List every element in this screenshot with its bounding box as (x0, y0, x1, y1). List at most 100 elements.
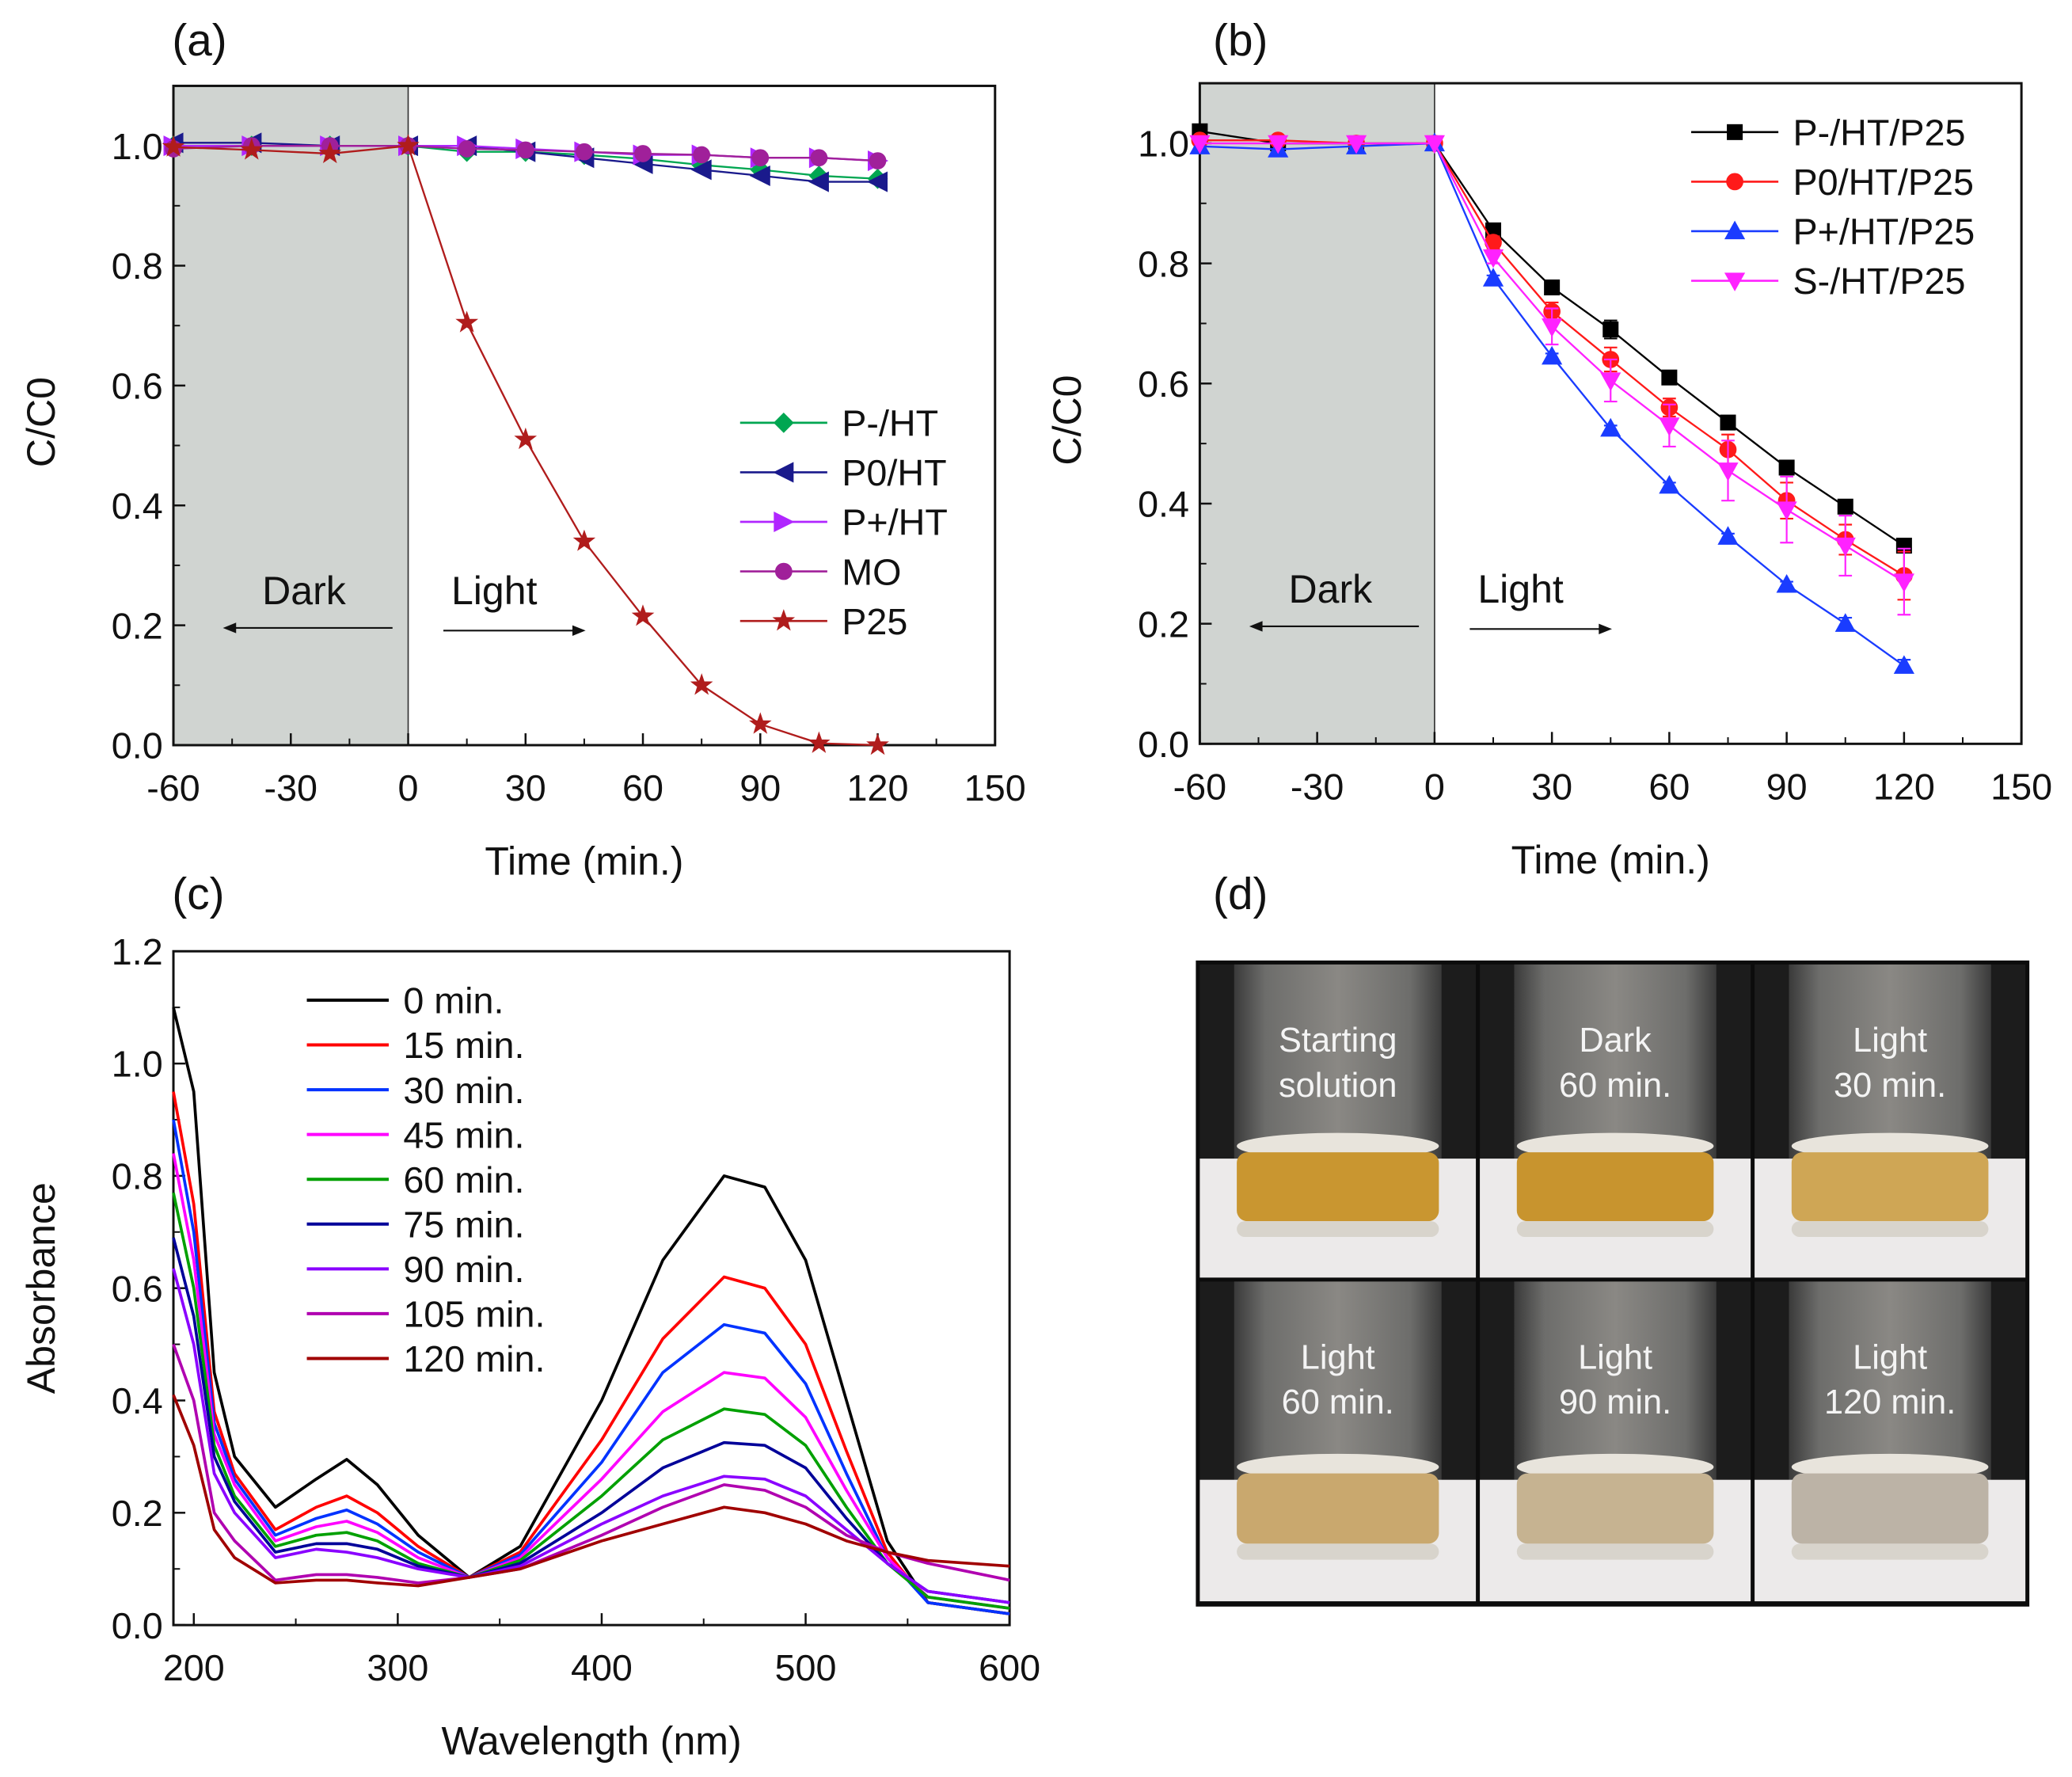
legend-label: P25 (842, 601, 907, 642)
legend-marker (773, 413, 794, 433)
data-point (318, 141, 341, 164)
data-point (1778, 459, 1795, 476)
legend-item: P+/HT/P25 (1691, 211, 1975, 253)
series-P25 (162, 134, 889, 755)
data-point (514, 427, 538, 450)
y-tick-label: 1.2 (112, 931, 163, 972)
data-point (693, 146, 711, 164)
y-tick-label: 0.2 (1138, 603, 1189, 645)
legend-label: 90 min. (403, 1249, 524, 1290)
legend-label: P-/HT (842, 403, 938, 444)
data-point (1424, 135, 1445, 154)
panel-d: (d) Starting solution Dark 60 min. Light 30 m… (1196, 869, 2030, 1607)
legend-label: 75 min. (403, 1204, 524, 1245)
legend-label: P+/HT (842, 502, 948, 543)
data-point (1482, 249, 1504, 268)
panel-a: (a) -60 -30 0 30 60 90 120 150 0.0 0.2 0.4 0.6 0.8 1.0… (19, 16, 1026, 883)
legend-label: 105 min. (403, 1294, 545, 1335)
x-tick-label: 0 (398, 767, 419, 809)
series-P+/HT/P25 (1189, 132, 1914, 674)
y-tick-label: 0.4 (1138, 484, 1189, 525)
legend-label: 120 min. (403, 1338, 545, 1379)
data-point (572, 529, 596, 551)
data-point (1544, 279, 1561, 295)
panel-label-d: (d) (1213, 869, 1268, 919)
legend-item: 105 min. (306, 1294, 545, 1335)
legend-label: P-/HT/P25 (1793, 112, 1965, 154)
legend-item: 60 min. (306, 1159, 524, 1201)
data-point (455, 310, 479, 333)
legend-marker (774, 562, 793, 580)
photo-vial: Light 90 min. (1480, 1281, 1751, 1602)
y-tick-label: 1.0 (112, 1044, 163, 1085)
data-point (810, 149, 828, 167)
data-point (397, 134, 420, 156)
y-tick-label: 0.0 (112, 1605, 163, 1646)
x-tick-label: 150 (964, 767, 1026, 809)
vial-bottom (1791, 1543, 1989, 1560)
dark-arrow-head (1249, 621, 1263, 632)
data-point (1659, 474, 1680, 494)
liquid (1516, 1473, 1714, 1544)
data-point (1542, 345, 1563, 365)
data-point (866, 732, 889, 755)
data-point (1720, 414, 1736, 431)
y-tick-label: 0.0 (1138, 724, 1189, 765)
y-tick-label: 0.8 (112, 1156, 163, 1197)
legend-label: P0/HT/P25 (1793, 162, 1973, 203)
series-S-/HT/P25 (1189, 135, 1914, 616)
series-line (172, 1394, 1010, 1588)
series-line (172, 1091, 1010, 1615)
y-tick-label: 0.8 (1138, 243, 1189, 284)
series-line (172, 1006, 1010, 1615)
photo-vial: Light 120 min. (1755, 1281, 2026, 1602)
data-point (869, 152, 887, 169)
dark-region (1199, 83, 1435, 744)
legend-item: 0 min. (306, 980, 504, 1022)
liquid (1237, 1152, 1439, 1222)
data-point (1659, 417, 1680, 436)
data-point (749, 165, 770, 187)
vial-bottom (1237, 1221, 1439, 1237)
data-point (1268, 135, 1289, 154)
photo-caption-line2: solution (1279, 1067, 1397, 1105)
legend-item: P-/HT (739, 403, 938, 444)
plot-frame (172, 949, 1011, 1627)
light-label: Light (1477, 567, 1564, 611)
y-tick-label: 0.6 (112, 1268, 163, 1309)
liquid (1791, 1152, 1989, 1222)
legend-item: 120 min. (306, 1338, 545, 1379)
x-tick-label: 60 (622, 767, 663, 809)
data-point (1717, 462, 1739, 481)
light-arrow-head (572, 625, 586, 636)
legend-label: 45 min. (403, 1114, 524, 1155)
data-point (1600, 372, 1621, 391)
data-point (1600, 417, 1621, 437)
x-tick-label: 600 (979, 1647, 1040, 1688)
panel-label: (b) (1213, 16, 1268, 66)
x-tick-label: 200 (163, 1647, 225, 1688)
dark-region (173, 86, 409, 745)
panel-label: (a) (172, 16, 226, 66)
series-line (173, 145, 878, 162)
series-0 min. (172, 1006, 1010, 1615)
legend-item: P-/HT/P25 (1691, 112, 1966, 154)
x-tick-label: 90 (1766, 766, 1808, 807)
legend-item: P0/HT/P25 (1691, 162, 1974, 203)
legend-label: 0 min. (403, 980, 504, 1022)
legend-label: 15 min. (403, 1025, 524, 1066)
data-point (1837, 498, 1853, 515)
dark-label: Dark (262, 569, 347, 613)
photo-caption-line1: Light (1301, 1338, 1375, 1376)
legend-item: 90 min. (306, 1249, 524, 1290)
y-tick-label: 0.0 (112, 725, 163, 767)
x-tick-label: 500 (775, 1647, 837, 1688)
y-tick-label: 0.4 (112, 1380, 163, 1421)
data-point (634, 145, 652, 162)
panel-b: (b) -60 -30 0 30 60 90 120 150 0.0 0.2 0.4 0.6 0.8 1.0… (1045, 16, 2052, 882)
legend-item: P+/HT (739, 502, 948, 543)
data-point (749, 712, 772, 734)
x-tick-label: 30 (505, 767, 546, 809)
legend-item: 15 min. (306, 1025, 524, 1066)
